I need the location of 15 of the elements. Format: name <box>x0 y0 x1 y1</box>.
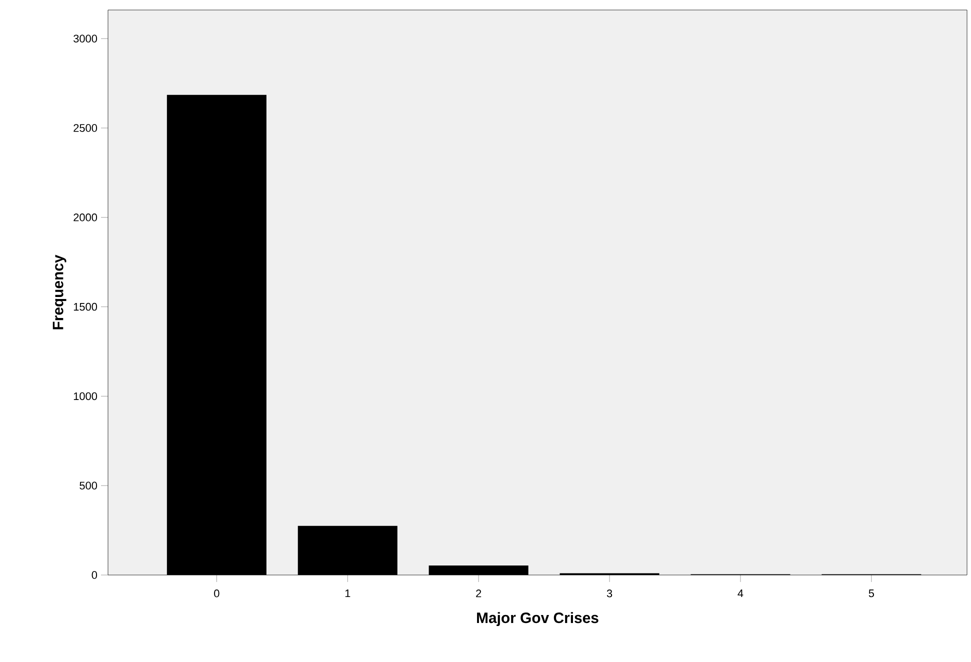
x-tick-label: 0 <box>214 590 220 598</box>
x-tick-label: 2 <box>476 590 482 598</box>
x-axis-title: Major Gov Crises <box>477 612 598 626</box>
y-tick-label: 1500 <box>74 302 98 311</box>
x-tick-label: 5 <box>868 590 874 598</box>
x-tick-label: 3 <box>606 590 612 598</box>
y-tick-label: 3000 <box>74 34 98 42</box>
y-tick-label: 0 <box>92 571 98 579</box>
y-tick-label: 2500 <box>74 124 98 132</box>
y-tick-label: 500 <box>80 482 98 490</box>
x-tick-label: 4 <box>738 590 744 598</box>
y-axis-title: Frequency <box>52 254 66 330</box>
y-tick-label: 2000 <box>74 214 98 222</box>
y-tick-label: 1000 <box>74 392 98 400</box>
x-tick-label: 1 <box>345 590 350 598</box>
